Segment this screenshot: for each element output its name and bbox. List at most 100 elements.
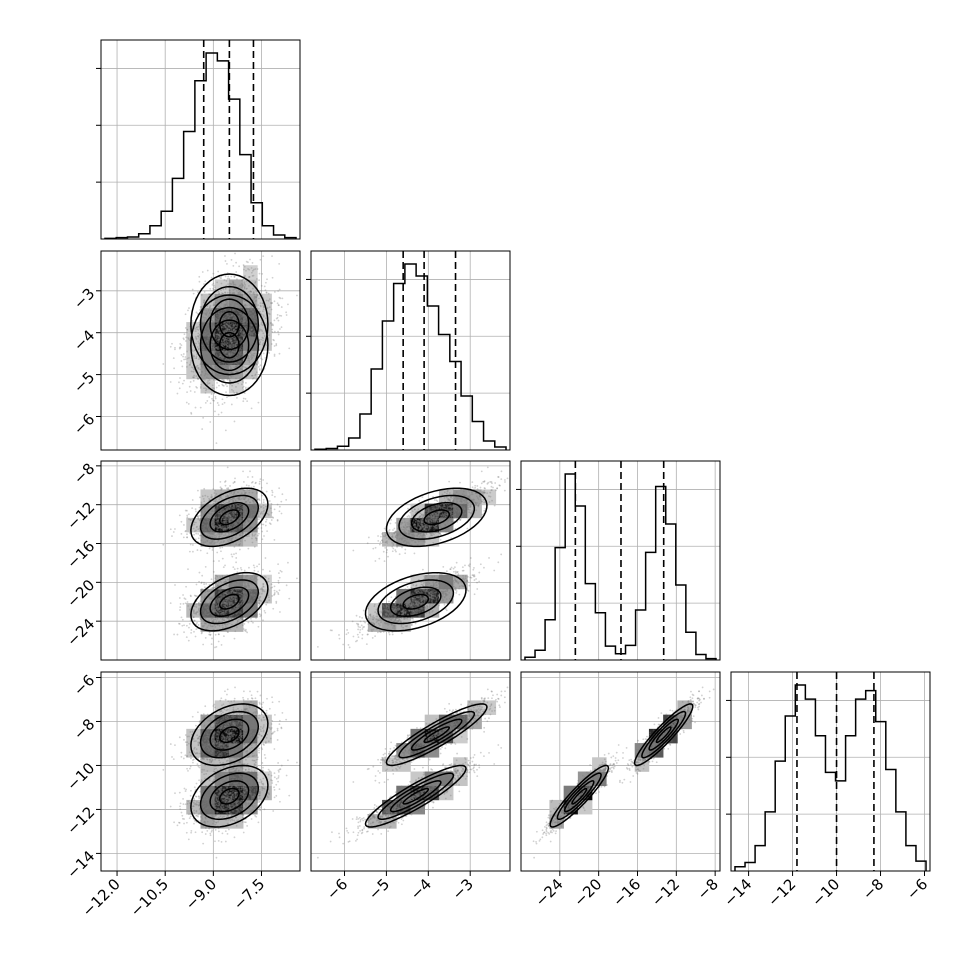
data-point bbox=[216, 360, 219, 363]
data-point bbox=[224, 343, 227, 346]
data-point bbox=[202, 344, 205, 347]
data-point bbox=[230, 283, 233, 285]
data-point bbox=[255, 295, 258, 298]
data-point bbox=[235, 543, 238, 546]
data-point bbox=[239, 326, 242, 329]
data-point bbox=[243, 595, 246, 598]
data-point bbox=[232, 337, 235, 340]
data-point bbox=[174, 528, 176, 530]
data-point bbox=[227, 341, 230, 344]
data-point bbox=[217, 341, 220, 344]
data-point bbox=[255, 316, 258, 318]
data-point bbox=[273, 593, 276, 596]
data-point bbox=[212, 303, 215, 306]
data-point bbox=[230, 353, 233, 356]
data-point bbox=[242, 321, 245, 324]
data-point bbox=[251, 476, 254, 478]
data-point bbox=[203, 365, 205, 368]
data-point bbox=[232, 323, 235, 326]
data-point bbox=[244, 539, 246, 542]
data-point bbox=[232, 314, 234, 317]
data-point bbox=[178, 597, 181, 599]
data-point bbox=[241, 624, 244, 627]
data-point bbox=[232, 345, 235, 348]
data-point bbox=[256, 363, 259, 366]
data-point bbox=[224, 609, 227, 612]
data-point bbox=[223, 338, 225, 341]
data-point bbox=[241, 617, 244, 620]
data-point bbox=[230, 362, 233, 365]
data-point bbox=[233, 329, 236, 331]
data-point bbox=[255, 299, 257, 302]
hist-frame-3 bbox=[730, 671, 931, 872]
data-point bbox=[180, 354, 183, 356]
data-point bbox=[236, 356, 239, 359]
data-point bbox=[217, 333, 219, 336]
data-point bbox=[249, 308, 252, 311]
data-point bbox=[206, 344, 209, 347]
data-point bbox=[242, 321, 245, 324]
data-point bbox=[253, 354, 255, 357]
data-point bbox=[210, 344, 213, 347]
data-point bbox=[223, 325, 226, 328]
data-point bbox=[226, 329, 229, 332]
data-point bbox=[241, 284, 243, 286]
data-point bbox=[272, 324, 275, 327]
data-point bbox=[223, 349, 226, 352]
data-point bbox=[229, 303, 232, 306]
density-cell bbox=[214, 336, 230, 351]
data-point bbox=[195, 357, 198, 360]
data-point bbox=[179, 346, 182, 349]
data-point bbox=[234, 345, 236, 348]
data-point bbox=[241, 285, 244, 288]
data-point bbox=[267, 580, 270, 583]
data-point bbox=[255, 321, 258, 323]
data-point bbox=[217, 270, 220, 273]
data-point bbox=[236, 606, 239, 609]
data-point bbox=[252, 287, 254, 290]
data-point bbox=[243, 609, 245, 612]
data-point bbox=[260, 313, 263, 316]
data-point bbox=[210, 597, 213, 600]
data-point bbox=[231, 313, 233, 316]
data-point bbox=[228, 329, 231, 332]
data-point bbox=[242, 332, 245, 335]
data-point bbox=[192, 611, 195, 614]
data-point bbox=[252, 274, 255, 277]
data-point bbox=[214, 375, 217, 378]
data-point bbox=[204, 334, 206, 337]
data-point bbox=[244, 343, 246, 346]
data-point bbox=[213, 492, 216, 494]
data-point bbox=[252, 595, 255, 598]
data-point bbox=[203, 487, 206, 490]
data-point bbox=[247, 298, 249, 301]
data-point bbox=[229, 339, 232, 342]
data-point bbox=[230, 352, 233, 355]
data-point bbox=[203, 316, 206, 319]
data-point bbox=[198, 342, 200, 345]
data-point bbox=[248, 357, 250, 360]
data-point bbox=[226, 466, 229, 469]
data-point bbox=[259, 258, 262, 261]
data-point bbox=[270, 583, 273, 586]
data-point bbox=[247, 356, 250, 359]
data-point bbox=[244, 303, 246, 306]
data-point bbox=[217, 413, 220, 416]
data-point bbox=[234, 318, 236, 321]
data-point bbox=[218, 334, 220, 336]
hist-frame-1 bbox=[310, 250, 511, 451]
data-point bbox=[172, 357, 175, 360]
data-point bbox=[187, 336, 190, 339]
data-point bbox=[196, 386, 198, 389]
data-point bbox=[277, 319, 280, 322]
data-point bbox=[225, 365, 227, 368]
data-point bbox=[220, 312, 223, 315]
data-point bbox=[195, 385, 198, 388]
data-point bbox=[186, 328, 189, 331]
data-point bbox=[208, 339, 210, 342]
data-point bbox=[233, 568, 236, 571]
data-point bbox=[222, 364, 225, 367]
data-point bbox=[218, 363, 221, 366]
data-point bbox=[221, 358, 224, 360]
data-point bbox=[229, 308, 232, 311]
